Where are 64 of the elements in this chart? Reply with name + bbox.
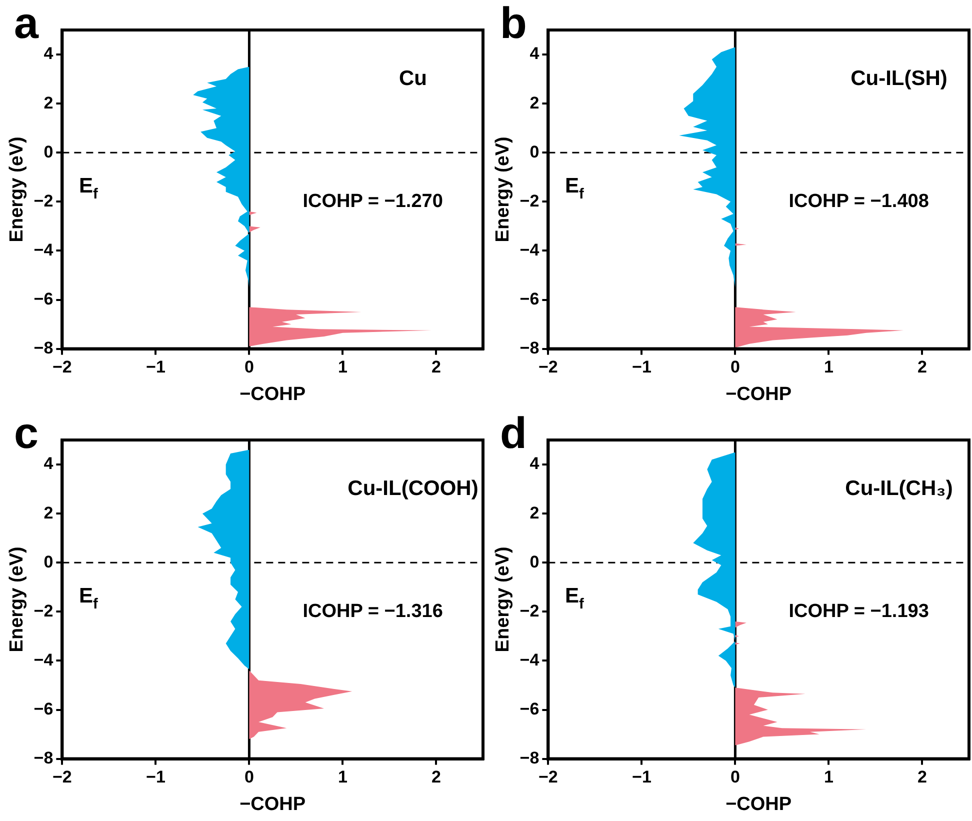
x-axis-title: −COHP bbox=[726, 384, 792, 405]
annotation: ICOHP = −1.193 bbox=[788, 600, 929, 622]
annotation: ICOHP = −1.270 bbox=[302, 190, 443, 212]
y-tick-label: 4 bbox=[530, 454, 540, 474]
annotation: ICOHP = −1.408 bbox=[788, 190, 929, 212]
x-tick-label: 0 bbox=[244, 768, 254, 787]
y-tick-label: 2 bbox=[44, 93, 54, 112]
y-tick-label: −6 bbox=[520, 289, 540, 308]
y-tick-label: −8 bbox=[34, 338, 54, 358]
y-tick-label: 0 bbox=[530, 552, 540, 572]
y-tick-label: 2 bbox=[530, 93, 540, 112]
y-tick-label: −4 bbox=[34, 240, 54, 260]
y-tick-label: 0 bbox=[44, 552, 54, 572]
x-axis-title: −COHP bbox=[726, 794, 792, 815]
y-tick-label: 4 bbox=[44, 454, 54, 474]
x-tick-label: 2 bbox=[918, 768, 927, 787]
x-tick-label: 0 bbox=[730, 768, 740, 787]
x-tick-label: 1 bbox=[338, 358, 348, 377]
y-axis-title: Energy (eV) bbox=[492, 136, 514, 242]
y-tick-label: −4 bbox=[520, 650, 540, 670]
y-axis-title: Energy (eV) bbox=[6, 136, 28, 242]
x-tick-label: −1 bbox=[632, 358, 652, 377]
text: a bbox=[14, 0, 39, 48]
text: Cu bbox=[399, 66, 428, 90]
x-axis-title: −COHP bbox=[240, 794, 306, 815]
y-tick-label: 4 bbox=[44, 44, 54, 64]
y-tick-label: 0 bbox=[44, 142, 54, 162]
x-tick-label: 2 bbox=[432, 358, 441, 377]
y-axis-title: Energy (eV) bbox=[6, 546, 28, 652]
y-tick-label: −2 bbox=[520, 191, 540, 210]
x-tick-label: −1 bbox=[146, 768, 166, 787]
y-tick-label: 4 bbox=[530, 44, 540, 64]
x-tick-label: 0 bbox=[244, 358, 254, 377]
y-tick-label: 0 bbox=[530, 142, 540, 162]
x-tick-label: 2 bbox=[918, 358, 927, 377]
y-tick-label: −2 bbox=[520, 601, 540, 620]
x-tick-label: −1 bbox=[632, 768, 652, 787]
x-tick-label: 0 bbox=[730, 358, 740, 377]
text: d bbox=[500, 409, 527, 458]
y-tick-label: −6 bbox=[34, 699, 54, 718]
x-tick-label: 1 bbox=[824, 768, 834, 787]
y-tick-label: −6 bbox=[520, 699, 540, 718]
y-tick-label: 2 bbox=[44, 503, 54, 522]
y-tick-label: −4 bbox=[520, 240, 540, 260]
annotation: ICOHP = −1.316 bbox=[302, 600, 443, 622]
y-tick-label: −8 bbox=[34, 748, 54, 768]
x-axis-title: −COHP bbox=[240, 384, 306, 405]
y-tick-label: −8 bbox=[520, 748, 540, 768]
text: c bbox=[14, 409, 38, 458]
x-tick-label: 2 bbox=[432, 768, 441, 787]
y-tick-label: −2 bbox=[34, 601, 54, 620]
text: b bbox=[500, 0, 527, 48]
y-tick-label: −6 bbox=[34, 289, 54, 308]
y-axis-title: Energy (eV) bbox=[492, 546, 514, 652]
x-tick-label: −1 bbox=[146, 358, 166, 377]
y-tick-label: −4 bbox=[34, 650, 54, 670]
x-tick-label: 1 bbox=[338, 768, 348, 787]
text: Cu-IL(CH₃) bbox=[845, 476, 953, 500]
y-tick-label: −2 bbox=[34, 191, 54, 210]
x-tick-label: 1 bbox=[824, 358, 834, 377]
text: Cu-IL(SH) bbox=[850, 66, 948, 90]
text: Cu-IL(COOH) bbox=[348, 476, 478, 500]
y-tick-label: 2 bbox=[530, 503, 540, 522]
y-tick-label: −8 bbox=[520, 338, 540, 358]
